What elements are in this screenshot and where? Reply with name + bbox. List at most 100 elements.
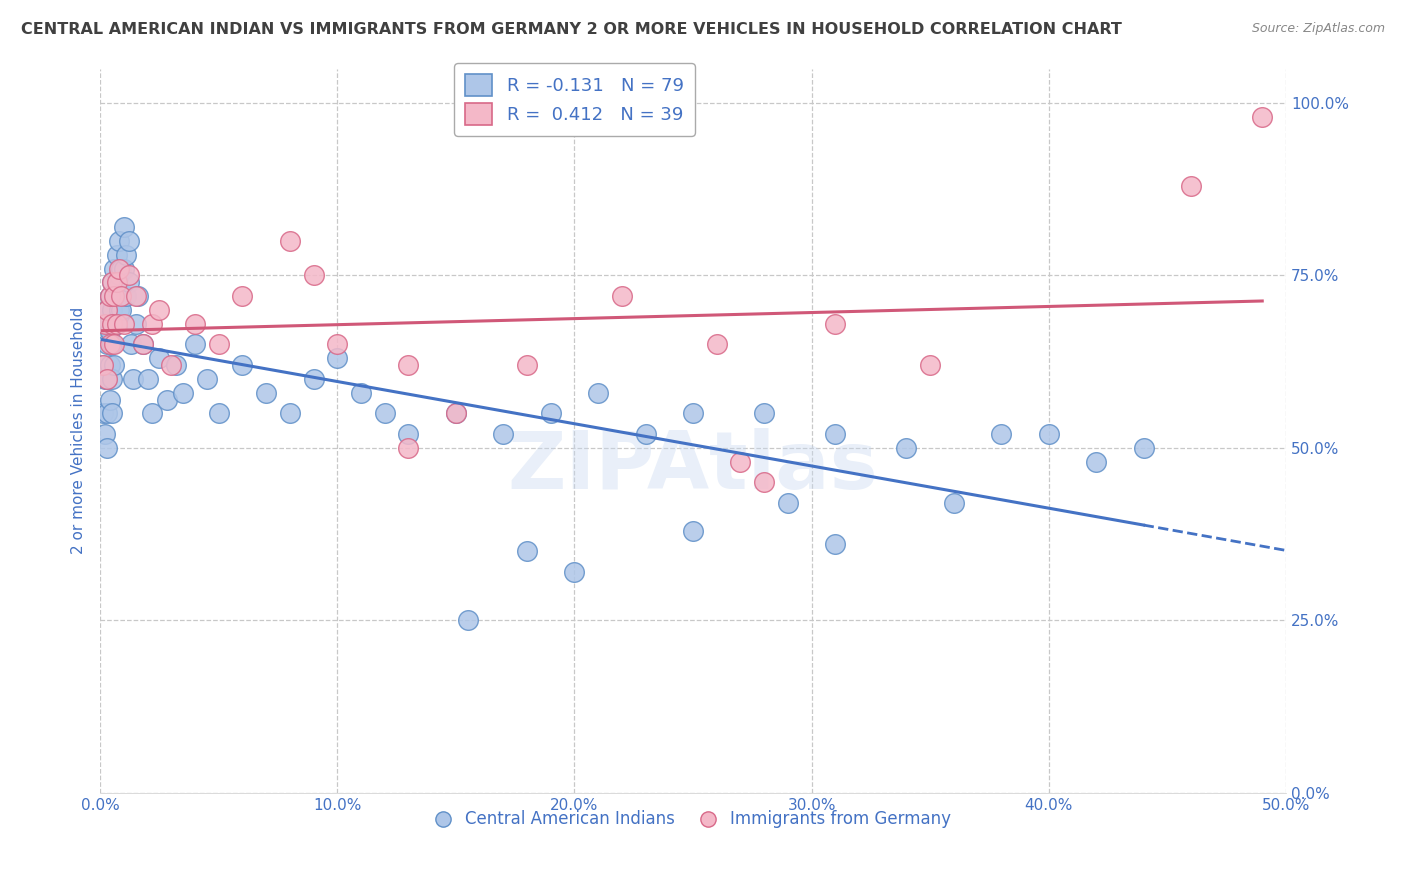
Point [564,565,586,579]
Point [398,441,420,455]
Point [610,289,633,303]
Point [141,406,163,420]
Point [682,524,704,538]
Point [96,337,118,351]
Point [540,406,562,420]
Point [108,261,131,276]
Point [231,358,253,372]
Point [634,427,657,442]
Point [302,372,325,386]
Point [776,496,799,510]
Point [184,317,207,331]
Point [148,302,170,317]
Point [1038,427,1060,442]
Point [398,358,420,372]
Point [98,358,121,372]
Point [516,358,538,372]
Point [105,317,128,331]
Point [117,268,139,283]
Point [350,385,373,400]
Point [165,358,187,372]
Point [98,324,121,338]
Point [110,289,132,303]
Point [141,317,163,331]
Point [105,275,128,289]
Point [730,455,752,469]
Point [990,427,1012,442]
Point [105,317,128,331]
Point [108,234,131,248]
Point [96,372,118,386]
Point [101,337,124,351]
Point [98,392,121,407]
Point [91,358,114,372]
Point [132,337,155,351]
Point [110,261,132,276]
Point [754,406,776,420]
Point [96,302,118,317]
Point [103,289,125,303]
Point [98,289,121,303]
Point [824,537,846,551]
Point [492,427,515,442]
Point [91,358,114,372]
Point [122,372,145,386]
Point [278,406,301,420]
Point [108,302,131,317]
Point [254,385,277,400]
Point [155,392,177,407]
Point [208,337,231,351]
Point [115,289,138,303]
Point [101,302,124,317]
Point [1132,441,1154,455]
Point [94,372,117,386]
Point [516,544,538,558]
Text: CENTRAL AMERICAN INDIAN VS IMMIGRANTS FROM GERMANY 2 OR MORE VEHICLES IN HOUSEHO: CENTRAL AMERICAN INDIAN VS IMMIGRANTS FR… [21,22,1122,37]
Point [125,317,148,331]
Point [96,441,118,455]
Point [112,317,135,331]
Point [682,406,704,420]
Point [98,337,121,351]
Point [94,427,117,442]
Point [94,317,117,331]
Point [117,234,139,248]
Point [706,337,728,351]
Point [101,275,124,289]
Point [231,289,253,303]
Point [103,358,125,372]
Point [824,317,846,331]
Point [110,302,132,317]
Point [105,248,128,262]
Point [125,289,148,303]
Point [208,406,231,420]
Point [96,406,118,420]
Point [132,337,155,351]
Point [103,261,125,276]
Text: Source: ZipAtlas.com: Source: ZipAtlas.com [1251,22,1385,36]
Point [136,372,159,386]
Point [91,406,114,420]
Point [108,268,131,283]
Point [195,372,218,386]
Point [444,406,467,420]
Point [374,406,396,420]
Point [278,234,301,248]
Point [824,427,846,442]
Point [1180,178,1202,193]
Point [96,302,118,317]
Point [101,372,124,386]
Point [326,351,349,366]
Point [101,317,124,331]
Point [103,317,125,331]
Point [112,261,135,276]
Point [920,358,942,372]
Point [942,496,965,510]
Point [160,358,183,372]
Point [105,282,128,296]
Point [302,268,325,283]
Point [96,372,118,386]
Point [172,385,194,400]
Point [127,289,149,303]
Y-axis label: 2 or more Vehicles in Household: 2 or more Vehicles in Household [72,307,86,554]
